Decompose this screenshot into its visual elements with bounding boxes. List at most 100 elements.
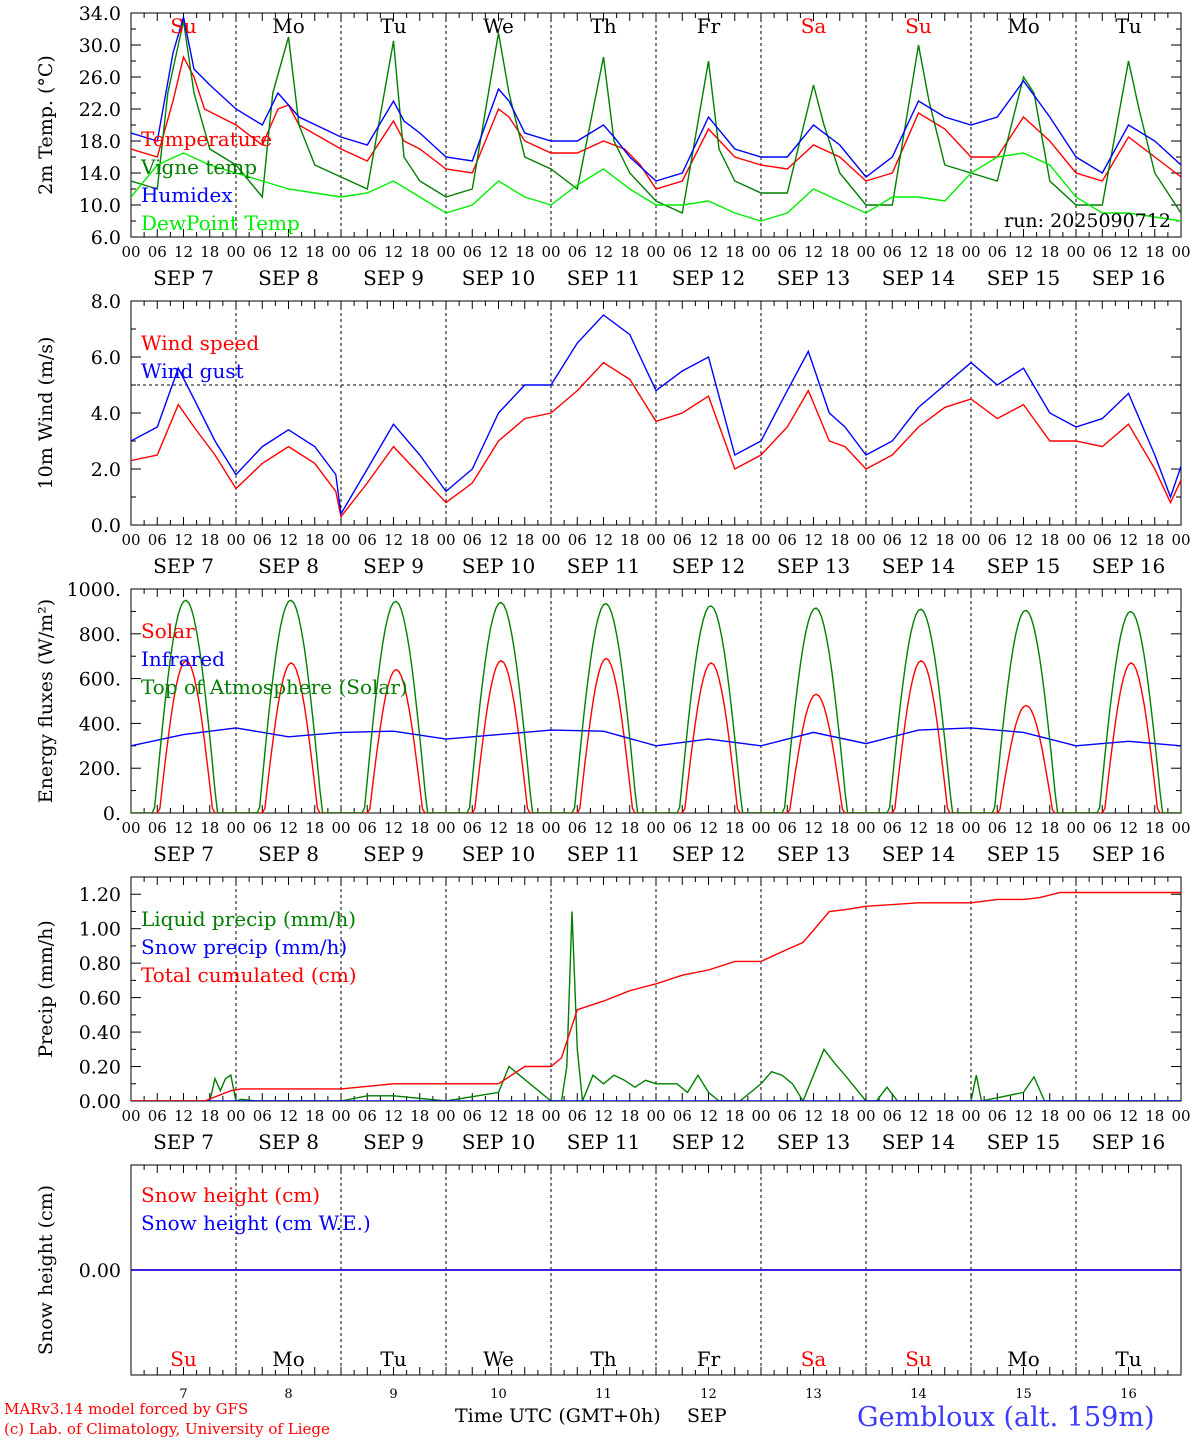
date-label: SEP 12 bbox=[672, 1130, 746, 1154]
hour-label: 00 bbox=[541, 1107, 560, 1125]
hour-label: 06 bbox=[673, 819, 692, 837]
day-number: 14 bbox=[910, 1387, 927, 1402]
hour-label: 12 bbox=[174, 1107, 193, 1125]
hour-label: 18 bbox=[830, 1107, 849, 1125]
series-dewpoint-temp bbox=[131, 152, 1181, 222]
hour-label: 18 bbox=[305, 1107, 324, 1125]
hour-label: 00 bbox=[1171, 531, 1190, 549]
hour-label: 00 bbox=[331, 1107, 350, 1125]
hour-label: 12 bbox=[909, 1107, 928, 1125]
series-infrared bbox=[131, 727, 1181, 747]
y-axis-label: Precip (mm/h) bbox=[35, 920, 57, 1058]
y-tick-label: 4.0 bbox=[91, 403, 121, 425]
legend-entry: Total cumulated (cm) bbox=[141, 963, 357, 987]
hour-label: 18 bbox=[200, 819, 219, 837]
date-label: SEP 10 bbox=[462, 842, 536, 866]
hour-label: 06 bbox=[463, 819, 482, 837]
legend-entry: Top of Atmosphere (Solar) bbox=[141, 675, 408, 699]
hour-label: 00 bbox=[856, 819, 875, 837]
y-tick-label: 10.0 bbox=[79, 195, 121, 217]
weekday-label: We bbox=[483, 1347, 514, 1371]
hour-label: 00 bbox=[436, 243, 455, 261]
weekday-label: Mo bbox=[272, 1347, 305, 1371]
hour-label: 12 bbox=[489, 531, 508, 549]
panel-temperature: 6.0 10.0 14.0 18.0 22.0 26.0 30.0 34.0 2m Temp. … bbox=[35, 3, 1191, 290]
date-label: SEP 13 bbox=[777, 554, 851, 578]
date-label: SEP 10 bbox=[462, 554, 536, 578]
hour-label: 12 bbox=[909, 531, 928, 549]
hour-label: 06 bbox=[778, 1107, 797, 1125]
date-label: SEP 16 bbox=[1092, 842, 1166, 866]
day-number: 10 bbox=[490, 1387, 507, 1402]
hour-label: 06 bbox=[673, 531, 692, 549]
hour-label: 12 bbox=[174, 243, 193, 261]
hour-label: 00 bbox=[436, 1107, 455, 1125]
hour-label: 06 bbox=[253, 819, 272, 837]
day-number: 13 bbox=[805, 1387, 822, 1402]
hour-label: 18 bbox=[200, 1107, 219, 1125]
hour-label: 18 bbox=[410, 243, 429, 261]
hour-label: 12 bbox=[804, 1107, 823, 1125]
date-label: SEP 12 bbox=[672, 842, 746, 866]
y-tick-label: 2.0 bbox=[91, 459, 121, 481]
hour-label: 18 bbox=[725, 531, 744, 549]
hour-label: 06 bbox=[253, 531, 272, 549]
hour-label: 18 bbox=[1145, 531, 1164, 549]
hour-label: 00 bbox=[1171, 819, 1190, 837]
series-group bbox=[131, 16, 1181, 222]
hour-label: 00 bbox=[331, 243, 350, 261]
date-label: SEP 15 bbox=[987, 1130, 1061, 1154]
hour-label: 18 bbox=[305, 819, 324, 837]
y-tick-label: 14.0 bbox=[79, 163, 121, 185]
hour-label: 06 bbox=[883, 243, 902, 261]
hour-label: 18 bbox=[1040, 1107, 1059, 1125]
hour-label: 12 bbox=[489, 243, 508, 261]
date-label: SEP 8 bbox=[258, 842, 319, 866]
hour-label: 12 bbox=[1014, 1107, 1033, 1125]
weekday-label: Mo bbox=[1007, 14, 1040, 38]
legend-entry: Snow height (cm W.E.) bbox=[141, 1211, 371, 1235]
y-tick-label: 18.0 bbox=[79, 131, 121, 153]
hour-label: 18 bbox=[935, 1107, 954, 1125]
hour-label: 06 bbox=[988, 819, 1007, 837]
day-number: 8 bbox=[284, 1387, 292, 1402]
hour-label: 00 bbox=[751, 819, 770, 837]
hour-label: 18 bbox=[830, 243, 849, 261]
weekday-label: Sa bbox=[801, 1347, 827, 1371]
legend-entry: Vigne temp bbox=[140, 155, 257, 179]
series-top-of-atmosphere-solar bbox=[131, 599, 1181, 813]
hour-label: 00 bbox=[961, 243, 980, 261]
hour-label: 12 bbox=[594, 1107, 613, 1125]
series-vigne-temp bbox=[131, 20, 1181, 215]
date-label: SEP 8 bbox=[258, 1130, 319, 1154]
weekday-label: Su bbox=[170, 1347, 197, 1371]
legend-entry: Snow precip (mm/h) bbox=[141, 935, 347, 959]
date-label: SEP 8 bbox=[258, 554, 319, 578]
hour-label: 12 bbox=[1119, 243, 1138, 261]
hour-label: 12 bbox=[279, 1107, 298, 1125]
hour-label: 12 bbox=[699, 531, 718, 549]
y-axis-label: 10m Wind (m/s) bbox=[35, 337, 57, 490]
hour-label: 06 bbox=[358, 819, 377, 837]
hour-label: 06 bbox=[463, 1107, 482, 1125]
day-number: 9 bbox=[389, 1387, 397, 1402]
panel-frame bbox=[130, 588, 1182, 814]
panel-frame bbox=[130, 12, 1182, 238]
hour-label: 00 bbox=[1066, 1107, 1085, 1125]
date-label: SEP 7 bbox=[153, 1130, 214, 1154]
station-name: Gembloux (alt. 159m) bbox=[857, 1402, 1155, 1433]
hour-label: 06 bbox=[568, 819, 587, 837]
y-tick-label: 0.00 bbox=[79, 1260, 121, 1282]
date-label: SEP 9 bbox=[363, 266, 424, 290]
hour-label: 06 bbox=[148, 1107, 167, 1125]
y-axis-label: Energy fluxes (W/m²) bbox=[35, 599, 57, 803]
hour-label: 12 bbox=[804, 243, 823, 261]
hour-label: 00 bbox=[121, 819, 140, 837]
date-label: SEP 14 bbox=[882, 842, 956, 866]
series-total-cumulated-cm bbox=[131, 891, 1181, 1101]
weekday-label: Th bbox=[590, 1347, 616, 1371]
hour-label: 18 bbox=[1145, 819, 1164, 837]
hour-label: 06 bbox=[673, 243, 692, 261]
hour-label: 00 bbox=[331, 531, 350, 549]
hour-label: 12 bbox=[279, 243, 298, 261]
